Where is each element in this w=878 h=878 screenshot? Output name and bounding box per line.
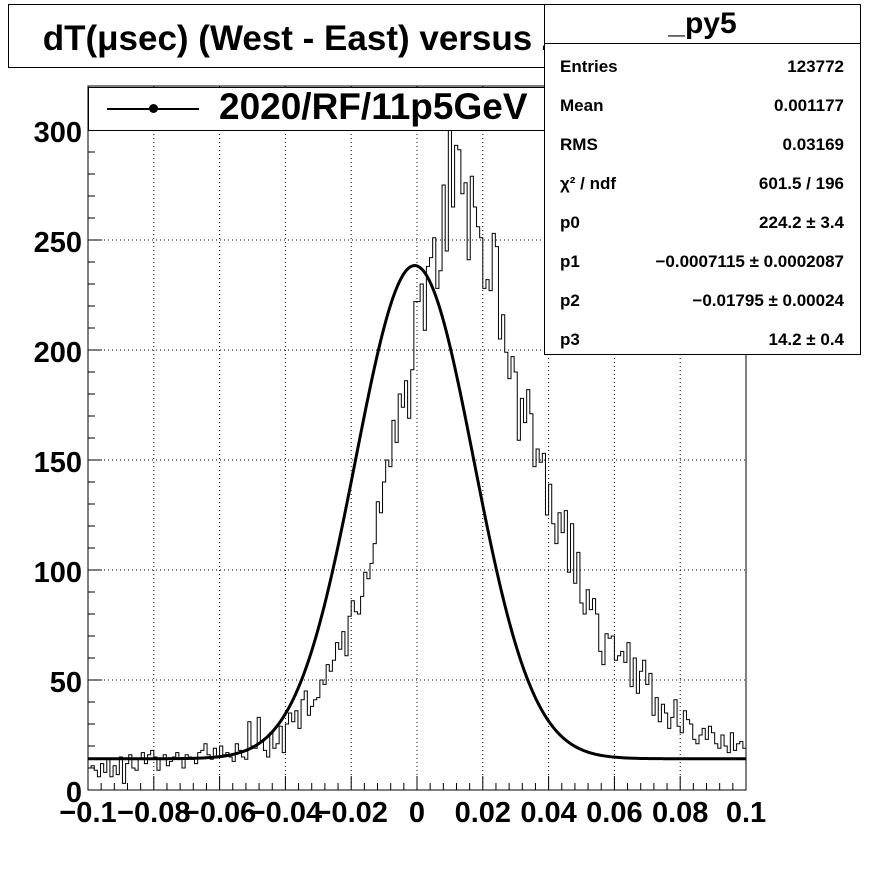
x-tick-label: 0.04 <box>520 797 576 829</box>
stats-divider <box>545 43 860 44</box>
y-tick-label: 50 <box>50 667 82 699</box>
stats-title: _py5 <box>668 7 737 40</box>
x-tick-label: 0.06 <box>586 797 642 829</box>
chart-title: dT(μsec) (West - East) versus Z <box>42 19 564 58</box>
legend: 2020/RF/11p5GeV <box>88 86 614 131</box>
stats-row-rms: RMS 0.03169 <box>560 135 844 154</box>
y-tick-label: 150 <box>34 447 82 479</box>
x-tick-label: −0.08 <box>117 797 190 829</box>
stats-box: _py5 Entries 123772 Mean 0.001177 RMS 0.031… <box>544 4 861 355</box>
y-tick-label: 300 <box>34 117 82 149</box>
x-tick-label: −0.04 <box>249 797 322 829</box>
x-tick-label: 0 <box>409 797 425 829</box>
stats-row-entries: Entries 123772 <box>560 57 844 76</box>
stats-row-p2: p2 −0.01795 ± 0.00024 <box>560 291 844 310</box>
x-tick-label: −0.1 <box>59 797 116 829</box>
x-tick-label: 0.1 <box>726 797 766 829</box>
stats-row-p0: p0 224.2 ± 3.4 <box>560 213 844 232</box>
legend-point-marker <box>149 104 158 113</box>
x-tick-label: 0.02 <box>455 797 511 829</box>
stats-row-chi2: χ² / ndf 601.5 / 196 <box>560 174 844 193</box>
x-tick-label: −0.02 <box>315 797 388 829</box>
x-tick-label: 0.08 <box>652 797 708 829</box>
histogram-series <box>87 118 747 790</box>
stats-row-p3: p3 14.2 ± 0.4 <box>560 330 844 349</box>
title-box: dT(μsec) (West - East) versus Z <box>8 4 598 68</box>
y-tick-label: 100 <box>34 557 82 589</box>
stats-row-mean: Mean 0.001177 <box>560 96 844 115</box>
y-tick-label: 0 <box>66 777 82 809</box>
x-tick-label: −0.06 <box>183 797 256 829</box>
y-tick-label: 250 <box>34 227 82 259</box>
y-tick-label: 200 <box>34 337 82 369</box>
stats-row-p1: p1 −0.0007115 ± 0.0002087 <box>560 252 844 271</box>
legend-label: 2020/RF/11p5GeV <box>219 86 528 127</box>
fit-curve <box>88 264 746 761</box>
